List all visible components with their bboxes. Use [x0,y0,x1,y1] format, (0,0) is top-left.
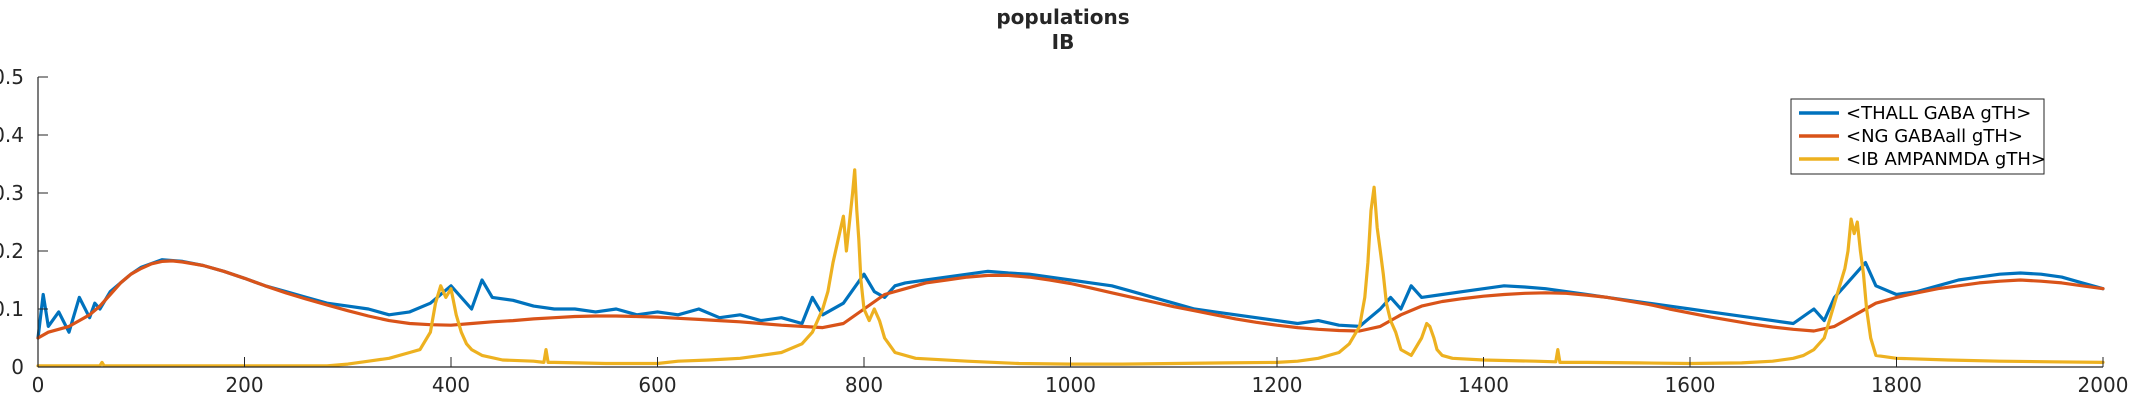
x-tick-label: 1000 [1045,373,1096,397]
y-ticks: 0 0.1 0.2 0.3 0.4 0.5 [0,65,48,379]
x-tick-label: 0 [32,373,45,397]
legend-entries: <THALL GABA gTH><NG GABAall gTH><IB AMPA… [1799,103,2046,170]
legend-label-1: <THALL GABA gTH> [1846,103,2031,124]
x-tick-label: 1600 [1665,373,1716,397]
x-ticks: 0 200 400 600 800 1000 1200 1400 1600 1800 2000 [32,357,2129,397]
legend-label-3: <IB AMPANMDA gTH> [1846,149,2046,170]
y-tick-label: 0.2 [0,239,24,263]
x-tick-label: 1800 [1871,373,1922,397]
legend-label-2: <NG GABAall gTH> [1846,126,2023,147]
x-tick-label: 800 [845,373,883,397]
x-tick-label: 400 [432,373,470,397]
x-tick-label: 200 [225,373,263,397]
x-tick-label: 2000 [2078,373,2129,397]
plot-area [36,77,2105,368]
y-tick-label: 0.4 [0,123,24,147]
y-tick-label: 0.3 [0,181,24,205]
x-tick-label: 1200 [1252,373,1303,397]
x-tick-label: 600 [638,373,676,397]
y-tick-label: 0.1 [0,297,24,321]
y-tick-label: 0 [11,355,24,379]
chart-title-line-1: populations [996,5,1129,29]
y-tick-label: 0.5 [0,65,24,89]
legend: <THALL GABA gTH><NG GABAall gTH><IB AMPA… [1790,98,2046,175]
x-tick-label: 1400 [1458,373,1509,397]
series-line-2 [36,259,2105,340]
chart-title-line-2: IB [1052,30,1075,54]
